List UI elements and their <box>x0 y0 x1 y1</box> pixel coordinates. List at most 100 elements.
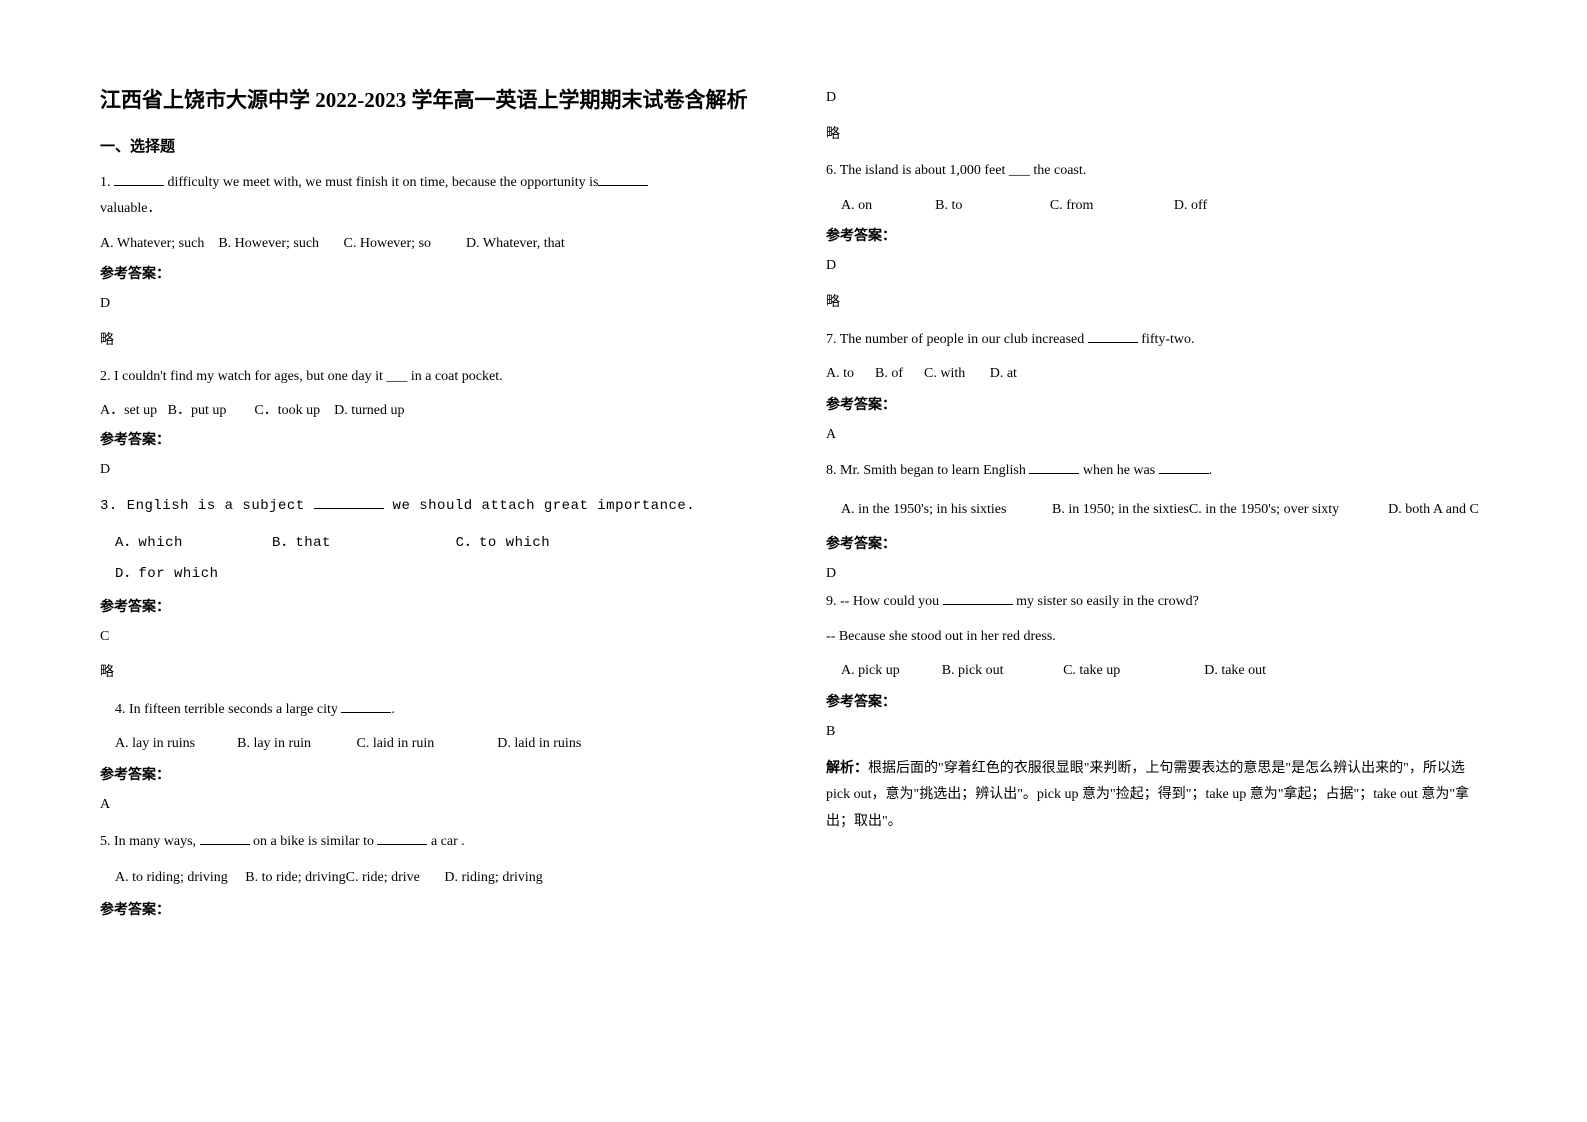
q6-optB: B. to <box>935 193 962 220</box>
blank <box>1159 460 1209 474</box>
blank <box>1029 460 1079 474</box>
q4-text-post: . <box>391 702 395 717</box>
q8-text-pre: 8. Mr. Smith began to learn English <box>826 463 1029 478</box>
q8-options: A. in the 1950's; in his sixties B. in 1… <box>826 493 1492 527</box>
q3-optA: A．which <box>115 528 183 559</box>
q9-answer: B <box>826 719 1492 746</box>
q2-optB: B．put up <box>168 399 227 423</box>
q9-text-line2: -- Because she stood out in her red dres… <box>826 629 1056 644</box>
lue: 略 <box>826 290 1492 317</box>
q5-options: A. to riding; driving B. to ride; drivin… <box>100 863 766 892</box>
blank <box>314 495 384 509</box>
q7-optC: C. with <box>924 361 965 388</box>
q4-text-pre: 4. In fifteen terrible seconds a large c… <box>115 702 341 717</box>
q5-text-pre: 5. In many ways, <box>100 834 200 849</box>
analysis-label: 解析： <box>826 761 868 776</box>
q7-options: A. to B. of C. with D. at <box>826 361 1492 388</box>
q8-text-post: . <box>1209 463 1213 478</box>
answer-label: 参考答案： <box>100 596 766 616</box>
q1-options: A. Whatever; such B. However; such C. Ho… <box>100 231 766 258</box>
q5-answer: D <box>826 85 1492 112</box>
q2-optD: D. turned up <box>334 399 404 423</box>
right-column: D 略 6. The island is about 1,000 feet __… <box>826 85 1492 927</box>
q5-optD: D. riding; driving <box>444 863 542 892</box>
q6-optA: A. on <box>841 193 872 220</box>
q8-optA: A. in the 1950's; in his sixties <box>841 493 1006 527</box>
question-4: 4. In fifteen terrible seconds a large c… <box>100 697 766 724</box>
q2-optC: C．took up <box>254 399 320 423</box>
blank <box>114 172 164 186</box>
q4-answer: A <box>100 792 766 819</box>
blank <box>1088 329 1138 343</box>
answer-label: 参考答案： <box>826 225 1492 245</box>
q9-optD: D. take out <box>1204 658 1266 685</box>
q6-text: 6. The island is about 1,000 feet ___ th… <box>826 163 1086 178</box>
question-3: 3. English is a subject we should attach… <box>100 493 766 520</box>
q1-optA: A. Whatever; such <box>100 231 204 258</box>
q1-answer: D <box>100 291 766 318</box>
q5-optB: B. to ride; driving <box>245 863 345 892</box>
q8-optB: B. in 1950; in the sixties <box>1052 493 1189 527</box>
q1-text-pre: 1. <box>100 175 114 190</box>
question-9-line2: -- Because she stood out in her red dres… <box>826 624 1492 651</box>
q7-optB: B. of <box>875 361 903 388</box>
q3-answer: C <box>100 624 766 651</box>
q5-text-post: a car . <box>427 834 464 849</box>
blank <box>943 591 1013 605</box>
lue: 略 <box>826 122 1492 149</box>
q4-optB: B. lay in ruin <box>237 731 311 758</box>
q2-optA: A．set up <box>100 399 157 423</box>
q9-optB: B. pick out <box>942 658 1004 685</box>
answer-label: 参考答案： <box>100 899 766 919</box>
exam-title: 江西省上饶市大源中学 2022-2023 学年高一英语上学期期末试卷含解析 <box>100 85 766 117</box>
q6-answer: D <box>826 253 1492 280</box>
question-8: 8. Mr. Smith began to learn English when… <box>826 458 1492 485</box>
blank <box>341 699 391 713</box>
q7-optD: D. at <box>990 361 1017 388</box>
question-1: 1. difficulty we meet with, we must fini… <box>100 170 766 223</box>
q2-text: 2. I couldn't find my watch for ages, bu… <box>100 369 503 384</box>
q7-text-pre: 7. The number of people in our club incr… <box>826 332 1088 347</box>
q3-optD: D．for which <box>115 559 219 590</box>
answer-label: 参考答案： <box>826 533 1492 553</box>
q4-options: A. lay in ruins B. lay in ruin C. laid i… <box>100 731 766 758</box>
q1-text-line2: valuable． <box>100 201 161 216</box>
question-5: 5. In many ways, on a bike is similar to… <box>100 829 766 856</box>
answer-label: 参考答案： <box>826 691 1492 711</box>
q9-optA: A. pick up <box>841 658 900 685</box>
blank <box>377 831 427 845</box>
q4-optD: D. laid in ruins <box>497 731 581 758</box>
q4-optC: C. laid in ruin <box>357 731 435 758</box>
q9-optC: C. take up <box>1063 658 1120 685</box>
q7-text-post: fifty-two. <box>1138 332 1195 347</box>
q5-text-mid: on a bike is similar to <box>250 834 378 849</box>
q3-text-pre: 3. English is a subject <box>100 498 314 514</box>
q6-optD: D. off <box>1174 193 1207 220</box>
lue: 略 <box>100 328 766 355</box>
q5-optC: C. ride; drive <box>346 863 420 892</box>
q6-optC: C. from <box>1050 193 1094 220</box>
blank <box>200 831 250 845</box>
answer-label: 参考答案： <box>100 429 766 449</box>
q6-options: A. on B. to C. from D. off <box>826 193 1492 220</box>
q1-optC: C. However; so <box>344 231 432 258</box>
q7-optA: A. to <box>826 361 854 388</box>
q3-optB: B．that <box>272 528 331 559</box>
answer-label: 参考答案： <box>100 263 766 283</box>
q4-optA: A. lay in ruins <box>115 731 195 758</box>
q9-text-pre: 9. -- How could you <box>826 594 943 609</box>
answer-label: 参考答案： <box>100 764 766 784</box>
question-7: 7. The number of people in our club incr… <box>826 327 1492 354</box>
q8-answer: D <box>826 561 1492 588</box>
q1-text-post: difficulty we meet with, we must finish … <box>164 175 598 190</box>
question-9: 9. -- How could you my sister so easily … <box>826 589 1492 616</box>
q9-text-post: my sister so easily in the crowd? <box>1013 594 1199 609</box>
analysis-text: 根据后面的"穿着红色的衣服很显眼"来判断，上句需要表达的意思是"是怎么辨认出来的… <box>826 761 1469 829</box>
q9-analysis: 解析：根据后面的"穿着红色的衣服很显眼"来判断，上句需要表达的意思是"是怎么辨认… <box>826 756 1492 836</box>
lue: 略 <box>100 660 766 687</box>
q3-options: A．which B．that C．to which D．for which <box>100 528 766 590</box>
q1-optD: D. Whatever, that <box>466 231 565 258</box>
q3-text-post: we should attach great importance. <box>384 498 696 514</box>
q7-answer: A <box>826 422 1492 449</box>
q1-optB: B. However; such <box>218 231 319 258</box>
